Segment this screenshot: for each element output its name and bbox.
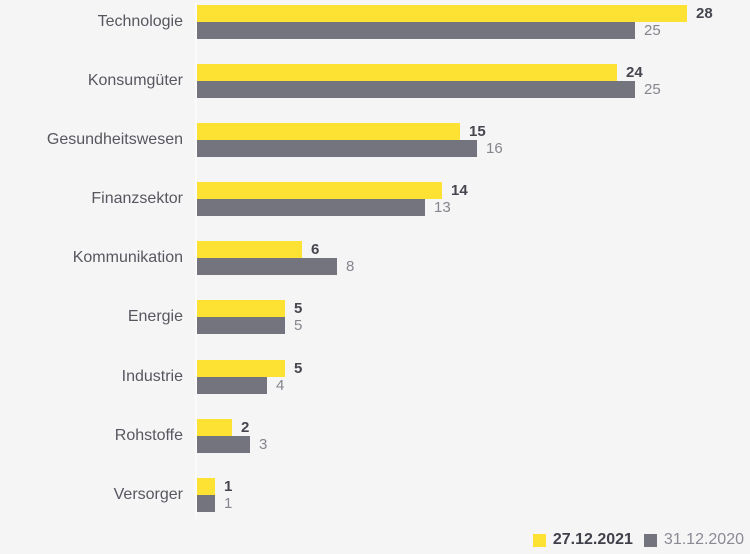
value-label-current: 5 bbox=[294, 300, 303, 318]
category-label: Energie bbox=[127, 308, 183, 326]
bar-previous[interactable] bbox=[197, 494, 215, 512]
bar-group: 15 16 bbox=[197, 123, 503, 158]
bar-previous[interactable] bbox=[197, 81, 635, 99]
category-label: Gesundheitswesen bbox=[46, 131, 183, 149]
bar-previous[interactable] bbox=[197, 22, 635, 39]
bar-line-previous: 3 bbox=[197, 435, 268, 453]
bar-current[interactable] bbox=[197, 359, 285, 377]
bar-previous[interactable] bbox=[197, 258, 337, 276]
bar-current[interactable] bbox=[197, 477, 215, 495]
bar-previous[interactable] bbox=[197, 199, 425, 217]
bar-line-current: 14 bbox=[197, 182, 468, 200]
value-label-current: 1 bbox=[224, 477, 233, 495]
value-label-current: 14 bbox=[451, 182, 468, 200]
bar-line-previous: 16 bbox=[197, 140, 503, 158]
value-label-current: 24 bbox=[626, 64, 643, 82]
value-label-previous: 1 bbox=[224, 494, 233, 512]
category-label: Kommunikation bbox=[72, 249, 183, 267]
value-label-previous: 16 bbox=[486, 140, 503, 158]
bar-line-current: 1 bbox=[197, 477, 233, 495]
value-label-current: 5 bbox=[294, 359, 303, 377]
value-label-previous: 13 bbox=[434, 199, 451, 217]
legend-swatch-gray-icon bbox=[643, 533, 657, 547]
bar-group: 24 25 bbox=[197, 64, 661, 99]
baseline-axis bbox=[195, 2, 197, 519]
value-label-previous: 5 bbox=[294, 317, 303, 335]
bar-current[interactable] bbox=[197, 64, 617, 82]
value-label-previous: 8 bbox=[346, 258, 355, 276]
bar-line-previous: 25 bbox=[197, 81, 661, 99]
category-label: Rohstoffe bbox=[114, 426, 183, 444]
legend-item-previous[interactable]: 31.12.2020 bbox=[643, 531, 744, 549]
bar-group: 14 13 bbox=[197, 182, 468, 217]
bar-line-current: 15 bbox=[197, 123, 503, 141]
category-label: Versorger bbox=[113, 485, 183, 503]
chart-row: Energie 5 5 bbox=[0, 295, 750, 354]
bar-line-current: 24 bbox=[197, 64, 661, 82]
bar-current[interactable] bbox=[197, 241, 302, 259]
legend-item-current[interactable]: 27.12.2021 bbox=[532, 531, 633, 549]
bar-previous[interactable] bbox=[197, 140, 477, 158]
chart-row: Gesundheitswesen 15 16 bbox=[0, 118, 750, 177]
bar-line-previous: 8 bbox=[197, 258, 355, 276]
bar-line-current: 2 bbox=[197, 418, 267, 436]
legend-label-previous: 31.12.2020 bbox=[663, 531, 744, 548]
value-label-previous: 3 bbox=[259, 435, 268, 453]
bar-line-current: 5 bbox=[197, 300, 303, 318]
value-label-previous: 25 bbox=[644, 22, 661, 39]
chart-row: Industrie 5 4 bbox=[0, 355, 750, 414]
value-label-current: 15 bbox=[469, 123, 486, 141]
bar-current[interactable] bbox=[197, 5, 687, 22]
value-label-current: 2 bbox=[241, 418, 250, 436]
bar-previous[interactable] bbox=[197, 317, 285, 335]
bar-line-previous: 25 bbox=[197, 22, 713, 39]
bar-line-current: 28 bbox=[197, 5, 713, 22]
chart-row: Kommunikation 6 8 bbox=[0, 236, 750, 295]
category-label: Industrie bbox=[121, 367, 183, 385]
legend-swatch-yellow-icon bbox=[532, 533, 546, 547]
bar-line-previous: 5 bbox=[197, 317, 303, 335]
legend-label-current: 27.12.2021 bbox=[552, 531, 633, 548]
legend: 27.12.2021 31.12.2020 bbox=[532, 531, 744, 549]
bar-current[interactable] bbox=[197, 418, 232, 436]
chart-row: Finanzsektor 14 13 bbox=[0, 177, 750, 236]
bar-current[interactable] bbox=[197, 123, 460, 141]
value-label-previous: 25 bbox=[644, 81, 661, 99]
value-label-previous: 4 bbox=[276, 376, 285, 394]
bar-current[interactable] bbox=[197, 300, 285, 318]
bar-group: 28 25 bbox=[197, 5, 713, 39]
chart-row: Rohstoffe 2 3 bbox=[0, 414, 750, 473]
chart-row: Technologie 28 25 bbox=[0, 0, 750, 59]
bar-line-current: 6 bbox=[197, 241, 354, 259]
bar-line-previous: 13 bbox=[197, 199, 468, 217]
bar-previous[interactable] bbox=[197, 376, 267, 394]
value-label-current: 28 bbox=[696, 5, 713, 22]
category-label: Technologie bbox=[97, 13, 183, 30]
value-label-current: 6 bbox=[311, 241, 320, 259]
chart-row: Konsumgüter 24 25 bbox=[0, 59, 750, 118]
bar-current[interactable] bbox=[197, 182, 442, 200]
category-label: Finanzsektor bbox=[91, 190, 183, 208]
bar-line-previous: 1 bbox=[197, 494, 233, 512]
category-label: Konsumgüter bbox=[87, 72, 183, 90]
chart-row: Versorger 1 1 bbox=[0, 473, 750, 532]
chart-rows: Technologie 28 25 Konsumgüter 24 25 Gesundheit… bbox=[0, 0, 750, 532]
bar-line-previous: 4 bbox=[197, 376, 302, 394]
bar-line-current: 5 bbox=[197, 359, 303, 377]
bar-previous[interactable] bbox=[197, 435, 250, 453]
